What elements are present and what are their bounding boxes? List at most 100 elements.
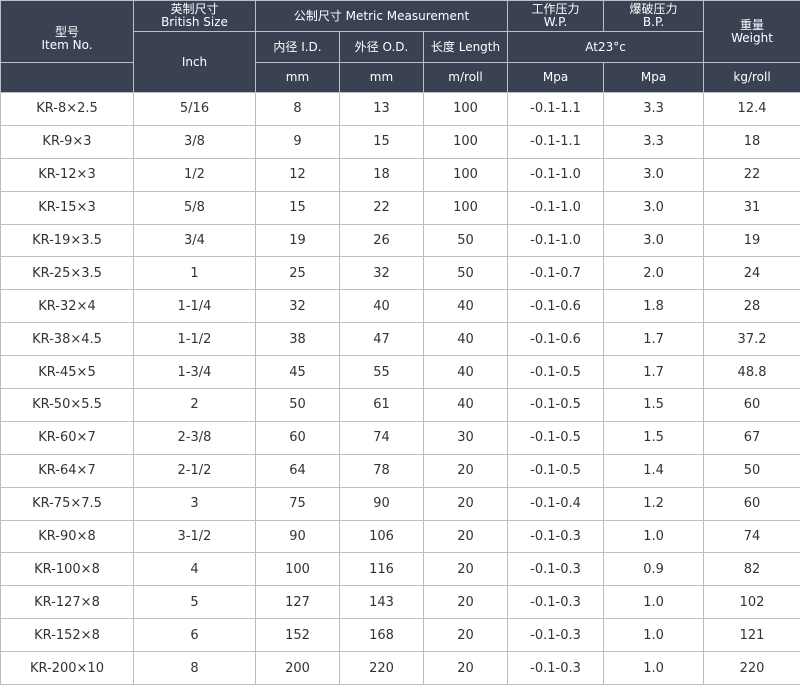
cell-inch: 1-3/4 (133, 355, 256, 390)
cell-length: 20 (422, 453, 509, 488)
cell-wp: -0.1-0.7 (507, 256, 605, 291)
cell-length: 100 (422, 157, 509, 192)
cell-weight: 28 (703, 289, 800, 324)
cell-od: 106 (339, 519, 424, 554)
cell-od: 18 (339, 157, 424, 192)
cell-weight: 48.8 (703, 355, 800, 390)
cell-inch: 5 (133, 585, 256, 620)
cell-inch: 4 (133, 552, 256, 587)
cell-id: 100 (255, 552, 340, 587)
cell-od: 168 (339, 618, 424, 653)
header-burst-pressure: 爆破压力 B.P. (603, 0, 705, 32)
cell-bp: 0.9 (603, 552, 705, 587)
cell-id: 45 (255, 355, 340, 390)
cell-bp: 2.0 (603, 256, 705, 291)
cell-length: 50 (422, 223, 509, 258)
cell-wp: -0.1-0.3 (507, 618, 605, 653)
cell-bp: 3.3 (603, 124, 705, 159)
cell-inch: 8 (133, 651, 256, 686)
header-item-unit (0, 62, 134, 93)
cell-item-no: KR-50×5.5 (0, 388, 134, 422)
cell-item-no: KR-90×8 (0, 519, 134, 554)
table-row: KR-32×4 1-1/4 32 40 40 -0.1-0.6 1.8 28 (0, 289, 800, 324)
table-row: KR-152×8 6 152 168 20 -0.1-0.3 1.0 121 (0, 618, 800, 653)
cell-length: 100 (422, 92, 509, 126)
cell-bp: 3.0 (603, 157, 705, 192)
cell-id: 90 (255, 519, 340, 554)
cell-od: 47 (339, 322, 424, 357)
cell-length: 40 (422, 388, 509, 422)
table-row: KR-127×8 5 127 143 20 -0.1-0.3 1.0 102 (0, 585, 800, 620)
table-row: KR-25×3.5 1 25 32 50 -0.1-0.7 2.0 24 (0, 256, 800, 291)
cell-item-no: KR-127×8 (0, 585, 134, 620)
table-row: KR-100×8 4 100 116 20 -0.1-0.3 0.9 82 (0, 552, 800, 587)
table-row: KR-90×8 3-1/2 90 106 20 -0.1-0.3 1.0 74 (0, 519, 800, 554)
cell-inch: 5/16 (133, 92, 256, 126)
cell-weight: 74 (703, 519, 800, 554)
cell-od: 220 (339, 651, 424, 686)
cell-wp: -0.1-0.5 (507, 355, 605, 390)
cell-wp: -0.1-0.4 (507, 486, 605, 521)
cell-wp: -0.1-0.3 (507, 651, 605, 686)
cell-id: 19 (255, 223, 340, 258)
cell-id: 50 (255, 388, 340, 422)
cell-od: 74 (339, 420, 424, 455)
table-row: KR-15×3 5/8 15 22 100 -0.1-1.0 3.0 31 (0, 190, 800, 225)
cell-length: 100 (422, 190, 509, 225)
cell-weight: 220 (703, 651, 800, 686)
cell-item-no: KR-9×3 (0, 124, 134, 159)
cell-od: 26 (339, 223, 424, 258)
header-british-size: 英制尺寸 British Size (133, 0, 256, 32)
cell-bp: 1.7 (603, 355, 705, 390)
table-row: KR-60×7 2-3/8 60 74 30 -0.1-0.5 1.5 67 (0, 420, 800, 455)
cell-inch: 1-1/4 (133, 289, 256, 324)
cell-wp: -0.1-0.3 (507, 519, 605, 554)
cell-bp: 1.0 (603, 585, 705, 620)
table-row: KR-45×5 1-3/4 45 55 40 -0.1-0.5 1.7 48.8 (0, 355, 800, 390)
table-row: KR-200×10 8 200 220 20 -0.1-0.3 1.0 220 (0, 651, 800, 686)
cell-length: 20 (422, 552, 509, 587)
cell-bp: 1.8 (603, 289, 705, 324)
header-wp-unit: Mpa (507, 62, 605, 93)
cell-length: 40 (422, 289, 509, 324)
cell-weight: 18 (703, 124, 800, 159)
cell-item-no: KR-100×8 (0, 552, 134, 587)
cell-od: 55 (339, 355, 424, 390)
cell-wp: -0.1-0.6 (507, 322, 605, 357)
header-metric-measurement: 公制尺寸 Metric Measurement (254, 0, 509, 32)
cell-length: 30 (422, 420, 509, 455)
cell-id: 75 (255, 486, 340, 521)
cell-weight: 22 (703, 157, 800, 192)
cell-item-no: KR-15×3 (0, 190, 134, 225)
cell-inch: 5/8 (133, 190, 256, 225)
cell-item-no: KR-25×3.5 (0, 256, 134, 291)
header-bp-unit: Mpa (603, 62, 705, 93)
cell-id: 25 (255, 256, 340, 291)
cell-id: 127 (255, 585, 340, 620)
cell-wp: -0.1-0.5 (507, 453, 605, 488)
cell-od: 78 (339, 453, 424, 488)
cell-wp: -0.1-1.0 (507, 223, 605, 258)
cell-item-no: KR-60×7 (0, 420, 134, 455)
header-test-temperature: At23°c (507, 31, 705, 63)
cell-item-no: KR-19×3.5 (0, 223, 134, 258)
cell-id: 8 (255, 92, 340, 126)
cell-weight: 19 (703, 223, 800, 258)
cell-item-no: KR-152×8 (0, 618, 134, 653)
header-length: 长度 Length (422, 31, 509, 63)
cell-wp: -0.1-1.0 (507, 157, 605, 192)
cell-bp: 1.4 (603, 453, 705, 488)
cell-item-no: KR-64×7 (0, 453, 134, 488)
cell-inch: 2 (133, 388, 256, 422)
cell-weight: 50 (703, 453, 800, 488)
cell-od: 15 (339, 124, 424, 159)
cell-item-no: KR-45×5 (0, 355, 134, 390)
cell-bp: 3.0 (603, 223, 705, 258)
cell-od: 22 (339, 190, 424, 225)
cell-od: 90 (339, 486, 424, 521)
cell-wp: -0.1-0.5 (507, 420, 605, 455)
cell-id: 200 (255, 651, 340, 686)
header-outer-diameter: 外径 O.D. (339, 31, 424, 63)
header-working-pressure: 工作压力 W.P. (507, 0, 605, 32)
